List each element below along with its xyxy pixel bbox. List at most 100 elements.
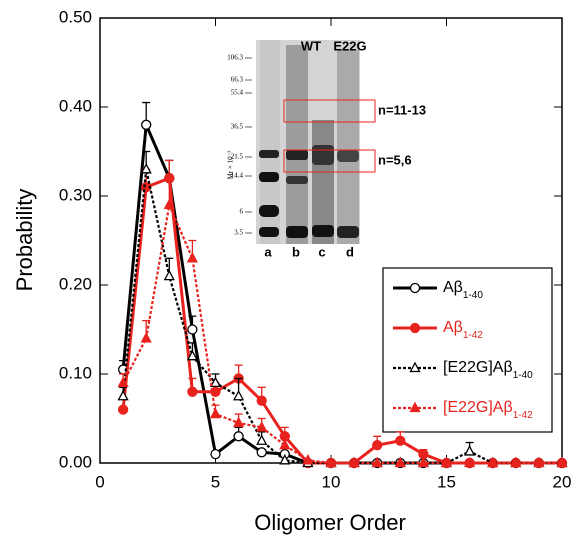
legend-subscript: 1-42 (463, 330, 483, 341)
y-axis-label: Probability (12, 189, 37, 292)
gel-inset: n=11-13 n=5,6 WT E22G Mr × 10⁻³ 106.3 66.… (227, 38, 426, 259)
legend-subscript: 1-40 (513, 370, 533, 381)
gel-lane (260, 40, 280, 244)
x-tick-label: 20 (553, 472, 572, 491)
point (556, 456, 568, 468)
point (325, 456, 337, 468)
point (186, 349, 198, 361)
gel-band (286, 226, 308, 238)
x-tick-label: 0 (95, 472, 104, 491)
legend-marker (409, 322, 421, 334)
x-tick-label: 10 (322, 472, 341, 491)
point (186, 251, 198, 263)
point (256, 434, 268, 445)
point (209, 376, 222, 388)
lane-label: c (318, 244, 325, 259)
legend-label: Aβ1-40 (443, 279, 483, 300)
y-tick-label: 0.50 (59, 7, 92, 26)
gel-box (283, 99, 376, 123)
point (233, 389, 245, 401)
gel-marker-label: 66.3 (231, 76, 244, 84)
legend-marker (409, 361, 421, 373)
point (279, 438, 291, 450)
point (302, 453, 314, 465)
gel-marker-label: 6 (240, 208, 244, 216)
x-axis-label: Oligomer Order (254, 510, 406, 535)
point (371, 456, 383, 468)
legend-name: [E22G]Aβ (443, 399, 513, 416)
y-tick-label: 0.00 (59, 452, 92, 471)
point (256, 447, 267, 458)
y-tick-label: 0.10 (59, 363, 92, 382)
lane-label: d (346, 244, 354, 259)
box-label: n=11-13 (378, 102, 426, 117)
point (395, 435, 406, 446)
lane-label: b (292, 244, 300, 259)
gel-band (259, 227, 279, 237)
legend-name: Aβ (443, 279, 463, 296)
point (187, 386, 198, 397)
gel-box (283, 149, 376, 173)
legend-name: [E22G]Aβ (443, 359, 513, 376)
gel-marker-label: 55.4 (231, 89, 244, 97)
gel-band (259, 172, 279, 182)
lane-label: a (264, 244, 272, 259)
point (510, 456, 522, 468)
point (464, 445, 476, 456)
gel-band (312, 225, 334, 237)
point (233, 431, 244, 442)
point (117, 376, 129, 388)
y-tick-label: 0.30 (59, 185, 92, 204)
gel-axis-label: Mr × 10⁻³ (227, 151, 235, 180)
gel-marker-label: 3.5 (234, 229, 243, 237)
gel-lane (286, 45, 308, 244)
point (117, 389, 129, 401)
legend-name: Aβ (443, 319, 463, 336)
point (233, 416, 245, 428)
gel-marker-label: 36.5 (231, 123, 244, 131)
series-line (122, 201, 562, 465)
legend-marker (409, 282, 421, 294)
point (163, 269, 175, 281)
y-tick-label: 0.20 (59, 274, 92, 293)
x-tick-label: 15 (437, 472, 456, 491)
point (210, 448, 221, 460)
point (440, 456, 453, 468)
point (140, 162, 152, 174)
legend (382, 267, 553, 433)
legend-marker (409, 401, 421, 413)
box-label: n=5,6 (378, 152, 412, 167)
gel-lane (337, 50, 359, 244)
gel-band (312, 145, 334, 165)
legend-subscript: 1-42 (513, 410, 533, 421)
gel-marker-label: 106.3 (227, 54, 243, 62)
group-label: E22G (333, 38, 366, 53)
point (279, 453, 291, 465)
point (117, 404, 129, 415)
point (256, 421, 268, 432)
gel-band (259, 150, 279, 158)
point (533, 456, 545, 468)
point (209, 407, 222, 419)
gel-band (286, 176, 308, 184)
point (417, 456, 429, 468)
group-label: WT (301, 38, 321, 53)
legend-label: [E22G]Aβ1-42 (443, 399, 533, 420)
gel-band (337, 226, 359, 238)
point (487, 456, 499, 468)
gel-band (337, 150, 359, 162)
point (256, 395, 267, 406)
point (372, 440, 383, 451)
point (187, 324, 198, 335)
point (394, 456, 406, 468)
point (163, 198, 175, 210)
point (464, 456, 476, 468)
y-tick-label: 0.40 (59, 96, 92, 115)
legend-subscript: 1-40 (463, 290, 483, 301)
gel-marker-label: 21.5 (231, 153, 244, 161)
point (141, 119, 152, 130)
legend-label: Aβ1-42 (443, 319, 483, 340)
point (348, 456, 360, 468)
gel-band (286, 150, 308, 160)
